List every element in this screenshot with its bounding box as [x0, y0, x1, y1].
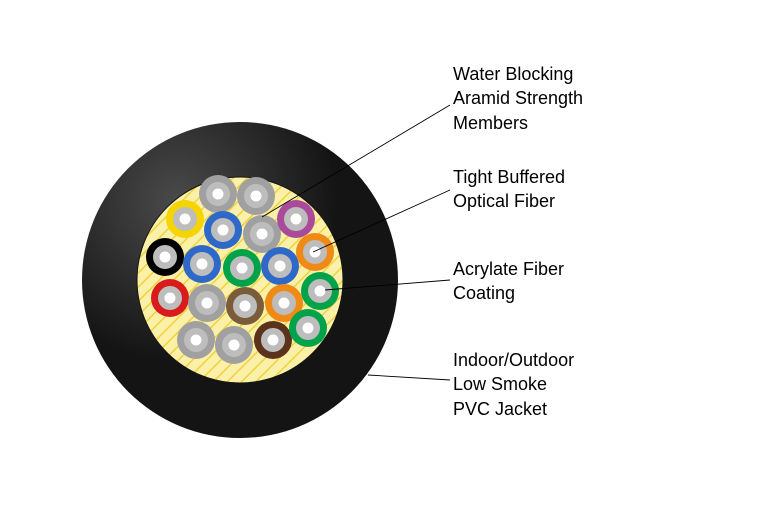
fiber-core [256, 228, 268, 240]
fiber-core [217, 224, 229, 236]
fiber-core [212, 188, 224, 200]
label-tight-buffered: Tight Buffered Optical Fiber [453, 165, 565, 214]
optical-fiber [151, 279, 189, 317]
fiber-core [164, 292, 176, 304]
fiber-core [309, 246, 321, 258]
optical-fiber [296, 233, 334, 271]
fiber-core [196, 258, 208, 270]
fiber-core [290, 213, 302, 225]
optical-fiber [254, 321, 292, 359]
fiber-core [302, 322, 314, 334]
optical-fiber [215, 326, 253, 364]
optical-fiber [146, 238, 184, 276]
fiber-core [267, 334, 279, 346]
optical-fiber [188, 284, 226, 322]
optical-fiber [183, 245, 221, 283]
fiber-core [236, 262, 248, 274]
optical-fiber [243, 215, 281, 253]
leader-line-pvc-jacket [368, 375, 450, 380]
fiber-core [239, 300, 251, 312]
label-acrylate-coating: Acrylate Fiber Coating [453, 257, 564, 306]
optical-fiber [277, 200, 315, 238]
fiber-core [274, 260, 286, 272]
optical-fiber [226, 287, 264, 325]
fiber-core [314, 285, 326, 297]
optical-fiber [301, 272, 339, 310]
fiber-core [201, 297, 213, 309]
optical-fiber [261, 247, 299, 285]
optical-fiber [223, 249, 261, 287]
fiber-core [190, 334, 202, 346]
fiber-core [179, 213, 191, 225]
optical-fiber [289, 309, 327, 347]
cable-cross-section [82, 122, 398, 438]
optical-fiber [237, 177, 275, 215]
optical-fiber [204, 211, 242, 249]
optical-fiber [166, 200, 204, 238]
cable-cross-section-diagram [0, 0, 768, 515]
fiber-core [159, 251, 171, 263]
label-water-blocking: Water Blocking Aramid Strength Members [453, 62, 583, 135]
fiber-core [250, 190, 262, 202]
label-pvc-jacket: Indoor/Outdoor Low Smoke PVC Jacket [453, 348, 574, 421]
optical-fiber [177, 321, 215, 359]
fiber-core [278, 297, 290, 309]
optical-fiber [199, 175, 237, 213]
fiber-core [228, 339, 240, 351]
